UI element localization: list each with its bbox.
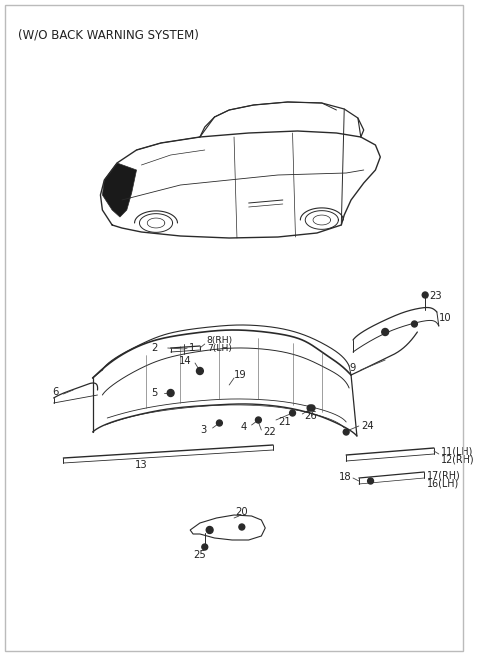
- Text: 12(RH): 12(RH): [441, 455, 474, 465]
- Text: 16(LH): 16(LH): [427, 478, 459, 488]
- Text: 6: 6: [52, 387, 59, 397]
- Text: 21: 21: [278, 417, 291, 427]
- Text: 20: 20: [236, 507, 248, 517]
- Circle shape: [196, 367, 204, 375]
- Text: 5: 5: [152, 388, 158, 398]
- Polygon shape: [102, 163, 136, 217]
- Circle shape: [167, 390, 174, 396]
- Text: 2: 2: [152, 343, 158, 353]
- Circle shape: [255, 417, 261, 423]
- Circle shape: [368, 478, 373, 484]
- Text: 25: 25: [193, 550, 206, 560]
- Text: 22: 22: [264, 427, 276, 437]
- Text: 26: 26: [304, 411, 317, 421]
- Circle shape: [289, 410, 296, 416]
- Text: 24: 24: [361, 421, 373, 431]
- Circle shape: [239, 524, 245, 530]
- Text: 13: 13: [135, 460, 148, 470]
- Circle shape: [422, 292, 428, 298]
- Text: 19: 19: [234, 370, 247, 380]
- Text: 4: 4: [240, 422, 247, 432]
- Circle shape: [216, 420, 222, 426]
- Text: (W/O BACK WARNING SYSTEM): (W/O BACK WARNING SYSTEM): [18, 28, 198, 41]
- Text: 3: 3: [201, 425, 207, 435]
- Text: 11(LH): 11(LH): [441, 447, 473, 457]
- Text: 18: 18: [338, 472, 351, 482]
- Circle shape: [202, 544, 208, 550]
- Circle shape: [382, 329, 389, 335]
- Text: 9: 9: [349, 363, 356, 373]
- Circle shape: [411, 321, 418, 327]
- Text: 7(LH): 7(LH): [207, 344, 232, 352]
- Circle shape: [206, 527, 213, 533]
- Text: 8(RH): 8(RH): [207, 335, 233, 344]
- Circle shape: [307, 405, 313, 411]
- Text: 14: 14: [179, 356, 191, 366]
- Text: 23: 23: [429, 291, 442, 301]
- Text: 17(RH): 17(RH): [427, 470, 461, 480]
- Text: 1: 1: [189, 343, 195, 353]
- Circle shape: [343, 429, 349, 435]
- Text: 10: 10: [439, 313, 452, 323]
- Circle shape: [309, 405, 315, 411]
